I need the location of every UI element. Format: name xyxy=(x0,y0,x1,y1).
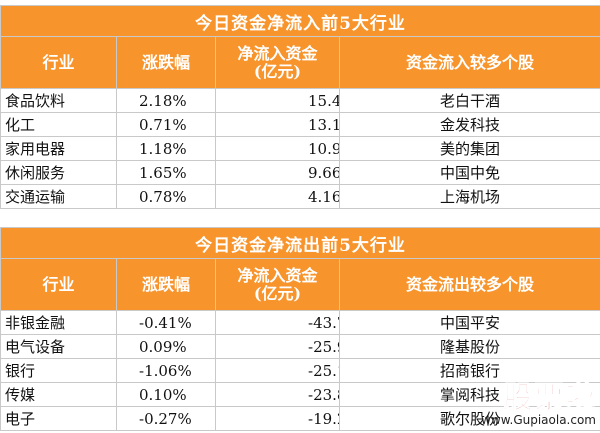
table-gap xyxy=(0,211,600,227)
top-stock-cell: 上海机场 xyxy=(338,184,600,209)
table-row: 银行-1.06%-25.18招商银行 xyxy=(0,358,600,383)
table-row: 化工0.71%13.12金发科技 xyxy=(0,112,600,137)
table-row: 休闲服务 1.65% 9.66 中国中免 xyxy=(0,160,600,185)
change-cell: 0.10% xyxy=(116,382,216,407)
change-cell: -0.41% xyxy=(116,310,216,335)
top-stock-cell: 中国中免 xyxy=(338,160,600,185)
outflow-header-netflow: 净流入资金 (亿元) xyxy=(215,258,340,311)
top-stock-cell: 美的集团 xyxy=(338,136,600,161)
industry-cell: 家用电器 xyxy=(0,136,117,161)
net-flow-cell: -25.96 xyxy=(215,334,340,359)
top-stock-cell: 中国平安 xyxy=(338,310,600,335)
table-row: 非银金融-0.41%-43.70中国平安 xyxy=(0,310,600,335)
table-row: 传媒0.10%-23.85掌阅科技 xyxy=(0,382,600,407)
inflow-header-netflow: 净流入资金 (亿元) xyxy=(215,36,340,89)
watermark-url: www.Gupiaola.com xyxy=(481,413,596,427)
top-stock-cell: 金发科技 xyxy=(338,112,600,137)
inflow-table: 今日资金净流入前5大行业 行业 涨跌幅 净流入资金 (亿元) 资金流入较多个股 … xyxy=(0,5,600,209)
change-cell: 0.09% xyxy=(116,334,216,359)
net-flow-cell: 13.12 xyxy=(215,112,340,137)
table-row: 交通运输 0.78% 4.16 上海机场 xyxy=(0,184,600,209)
change-cell: 0.71% xyxy=(116,112,216,137)
change-cell: 1.65% xyxy=(116,160,216,185)
industry-cell: 电气设备 xyxy=(0,334,117,359)
net-flow-cell: 15.41 xyxy=(215,88,340,113)
top-stock-cell: 歌尔股份 xyxy=(338,406,600,431)
inflow-header-stocks: 资金流入较多个股 xyxy=(338,36,600,89)
outflow-header-stocks: 资金流出较多个股 xyxy=(338,258,600,311)
change-cell: 1.18% xyxy=(116,136,216,161)
net-flow-cell: -19.24 xyxy=(215,406,340,431)
watermark-brand: 股票啦 xyxy=(503,381,596,417)
change-cell: 0.78% xyxy=(116,184,216,209)
inflow-header-change: 涨跌幅 xyxy=(116,36,216,89)
change-cell: -1.06% xyxy=(116,358,216,383)
inflow-header-industry: 行业 xyxy=(0,36,117,89)
industry-cell: 传媒 xyxy=(0,382,117,407)
industry-cell: 非银金融 xyxy=(0,310,117,335)
outflow-table: 今日资金净流出前5大行业 行业 涨跌幅 净流入资金 (亿元) 资金流出较多个股 … xyxy=(0,227,600,431)
net-flow-cell: -25.18 xyxy=(215,358,340,383)
net-flow-cell: -43.70 xyxy=(215,310,340,335)
top-stock-cell: 隆基股份 xyxy=(338,334,600,359)
net-flow-cell: 4.16 xyxy=(215,184,340,209)
watermark-logo: 股票啦 www.Gupiaola.com xyxy=(481,373,596,428)
change-cell: -0.27% xyxy=(116,406,216,431)
net-flow-cell: 10.98 xyxy=(215,136,340,161)
industry-cell: 食品饮料 xyxy=(0,88,117,113)
industry-cell: 化工 xyxy=(0,112,117,137)
top-stock-cell: 招商银行 xyxy=(338,358,600,383)
net-flow-cell: -23.85 xyxy=(215,382,340,407)
industry-cell: 银行 xyxy=(0,358,117,383)
net-flow-cell: 9.66 xyxy=(215,160,340,185)
table-row: 电子-0.27%-19.24歌尔股份 xyxy=(0,406,600,431)
industry-cell: 电子 xyxy=(0,406,117,431)
outflow-header-change: 涨跌幅 xyxy=(116,258,216,311)
change-cell: 2.18% xyxy=(116,88,216,113)
industry-cell: 休闲服务 xyxy=(0,160,117,185)
outflow-title: 今日资金净流出前5大行业 xyxy=(0,227,600,259)
top-stock-cell: 老白干酒 xyxy=(338,88,600,113)
inflow-title: 今日资金净流入前5大行业 xyxy=(0,5,600,37)
industry-cell: 交通运输 xyxy=(0,184,117,209)
outflow-header-industry: 行业 xyxy=(0,258,117,311)
